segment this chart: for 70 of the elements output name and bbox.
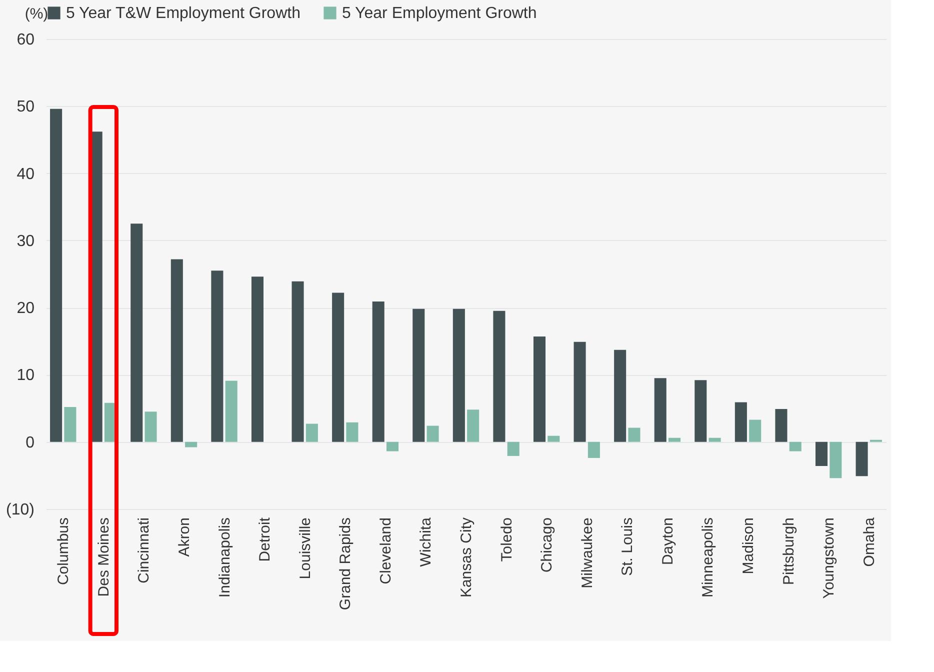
x-tick-label: Milwaukee — [578, 518, 596, 588]
x-tick-label: St. Louis — [619, 518, 636, 576]
bar — [332, 292, 344, 442]
bar — [507, 442, 520, 456]
bar — [856, 442, 868, 476]
bar — [614, 350, 626, 442]
x-tick-label: Youngstown — [820, 518, 838, 599]
x-tick-label: Wichita — [418, 516, 435, 567]
bar — [64, 406, 76, 442]
bar — [815, 442, 828, 466]
x-tick-label: Columbus — [55, 518, 72, 586]
bar — [830, 442, 842, 478]
bar — [130, 224, 143, 442]
x-tick-label: Cleveland — [377, 518, 394, 584]
bar — [775, 408, 788, 442]
bar — [170, 259, 183, 442]
bar — [734, 402, 747, 442]
x-tick-label: Omaha — [860, 516, 878, 567]
bar — [225, 380, 238, 442]
bar — [211, 270, 224, 442]
x-tick-label: Dayton — [659, 518, 676, 566]
bar — [292, 281, 304, 442]
bar — [144, 412, 157, 442]
bar — [412, 308, 425, 442]
bar — [467, 410, 480, 442]
x-tick-label: Madison — [740, 518, 758, 574]
x-tick-label: Minneapolis — [700, 518, 717, 598]
x-tick-label: Detroit — [256, 516, 274, 562]
y-tick-label: (10) — [6, 502, 34, 518]
x-tick-label: Akron — [176, 518, 193, 557]
bar — [654, 378, 666, 442]
y-axis-title: (%) — [24, 6, 48, 22]
y-tick-label: 30 — [16, 232, 35, 250]
bar — [306, 424, 318, 442]
x-tick-label: Grand Rapids — [337, 518, 354, 610]
bar — [251, 276, 264, 442]
x-tick-label: Indianapolis — [216, 518, 234, 598]
x-tick-label: Pittsburgh — [780, 518, 798, 586]
x-tick-label: Des Moines — [95, 518, 112, 597]
bar — [628, 428, 640, 442]
bar — [493, 310, 506, 442]
bar — [346, 422, 358, 442]
bar — [452, 308, 465, 442]
y-tick-label: 10 — [16, 367, 35, 384]
y-tick-label: 40 — [16, 166, 35, 183]
bar — [694, 380, 707, 442]
y-tick-label: 20 — [16, 300, 35, 318]
y-tick-label: 60 — [16, 32, 35, 48]
x-tick-label: Kansas City — [458, 517, 475, 598]
x-tick-label: Toledo — [498, 518, 516, 562]
bar — [749, 420, 762, 442]
x-tick-label: Cincinnati — [136, 518, 153, 584]
bar — [185, 442, 198, 448]
legend-label: 5 Year Employment Growth — [342, 5, 537, 22]
legend-label: 5 Year T&W Employment Growth — [66, 5, 300, 22]
bar — [548, 436, 560, 442]
y-tick-label: 0 — [26, 434, 35, 452]
bar — [789, 442, 802, 452]
bar — [386, 442, 399, 452]
bar — [588, 442, 600, 458]
bar — [668, 438, 681, 442]
bar — [533, 336, 546, 442]
bar — [426, 426, 439, 442]
bar — [574, 342, 586, 442]
bar — [708, 438, 721, 442]
bar — [372, 302, 384, 442]
bar — [50, 108, 62, 442]
x-tick-label: Louisville — [296, 518, 314, 580]
x-tick-label: Chicago — [538, 518, 556, 573]
y-tick-label: 50 — [16, 98, 35, 116]
